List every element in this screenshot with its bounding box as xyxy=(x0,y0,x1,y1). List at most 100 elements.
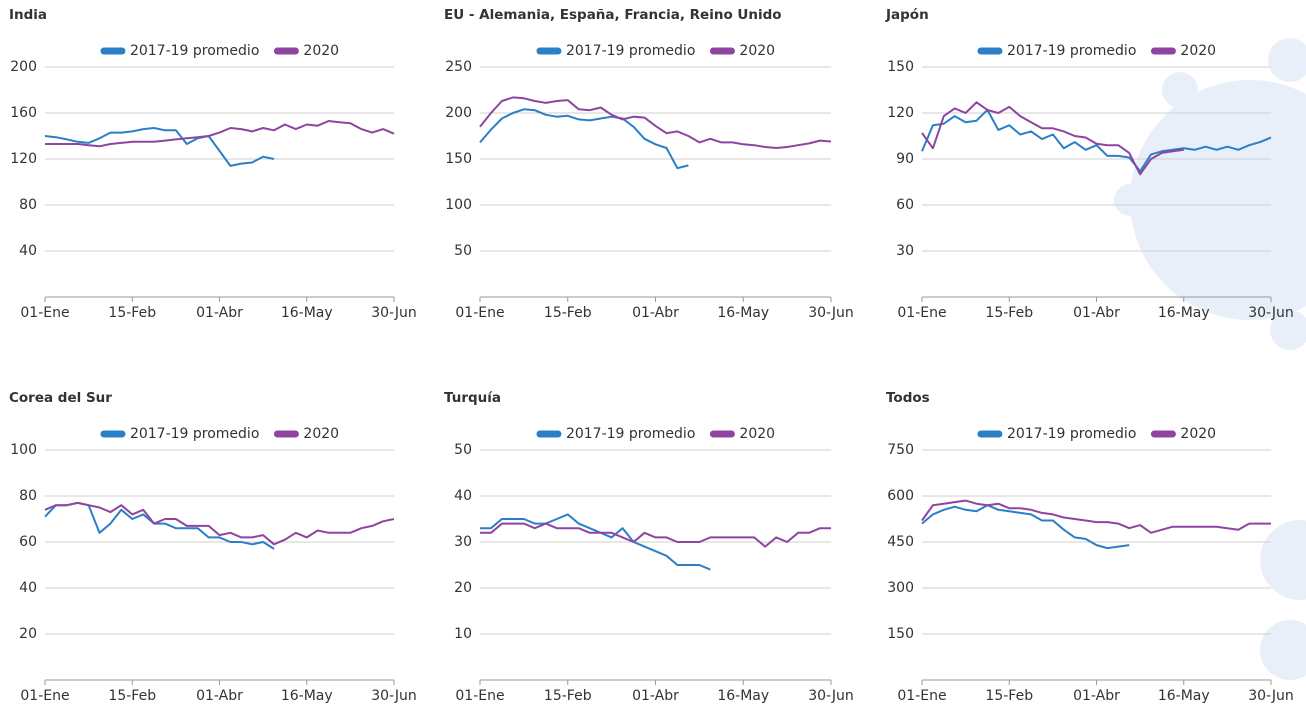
x-tick-label: 01-Abr xyxy=(632,688,679,704)
legend-label: 2020 xyxy=(303,43,339,59)
y-tick-label: 600 xyxy=(887,488,914,504)
x-tick-label: 30-Jun xyxy=(1248,688,1294,704)
x-tick-label: 16-May xyxy=(281,688,333,704)
legend-label: 2020 xyxy=(1180,426,1216,442)
y-tick-label: 300 xyxy=(887,580,914,596)
x-tick-label: 15-Feb xyxy=(108,305,156,321)
chart: Japón 30 60 90 120 150 01-Ene 15-Feb 01-Abr 16-Ma… xyxy=(885,7,1294,321)
legend-label: 2017-19 promedio xyxy=(130,426,259,442)
x-tick-label: 16-May xyxy=(1158,688,1210,704)
legend: 2017-19 promedio 2020 xyxy=(536,426,775,442)
y-tick-label: 50 xyxy=(454,442,472,458)
y-tick-label: 40 xyxy=(19,243,37,259)
y-tick-label: 250 xyxy=(445,59,472,75)
x-tick-label: 15-Feb xyxy=(544,305,592,321)
y-tick-label: 120 xyxy=(10,151,37,167)
y-tick-label: 160 xyxy=(10,105,37,121)
legend: 2017-19 promedio 2020 xyxy=(536,43,775,59)
legend-label: 2020 xyxy=(739,43,775,59)
y-tick-label: 200 xyxy=(445,105,472,121)
y-tick-label: 80 xyxy=(19,488,37,504)
data-line xyxy=(479,108,689,170)
y-tick-label: 90 xyxy=(896,151,914,167)
data-line xyxy=(921,499,1271,534)
x-tick-label: 01-Ene xyxy=(20,688,69,704)
chart-title: India xyxy=(9,7,47,23)
x-tick-label: 01-Ene xyxy=(20,305,69,321)
chart-title: Japón xyxy=(885,7,929,23)
data-line xyxy=(921,101,1184,176)
legend-label: 2020 xyxy=(1180,43,1216,59)
x-tick-label: 01-Abr xyxy=(1073,305,1120,321)
legend: 2017-19 promedio 2020 xyxy=(977,43,1216,59)
y-tick-label: 150 xyxy=(887,626,914,642)
data-line xyxy=(480,522,831,548)
y-tick-label: 150 xyxy=(445,151,472,167)
x-tick-label: 16-May xyxy=(717,688,769,704)
x-tick-label: 16-May xyxy=(1158,305,1210,321)
x-tick-label: 15-Feb xyxy=(544,688,592,704)
legend-label: 2017-19 promedio xyxy=(130,43,259,59)
decor-circle xyxy=(1162,72,1198,108)
data-line xyxy=(921,108,1272,173)
x-tick-label: 30-Jun xyxy=(808,688,854,704)
y-tick-label: 60 xyxy=(896,197,914,213)
x-tick-label: 30-Jun xyxy=(371,305,417,321)
legend-label: 2017-19 promedio xyxy=(1007,426,1136,442)
x-tick-label: 16-May xyxy=(281,305,333,321)
x-tick-label: 01-Abr xyxy=(1073,688,1120,704)
x-tick-label: 30-Jun xyxy=(1248,305,1294,321)
y-tick-label: 40 xyxy=(454,488,472,504)
y-tick-label: 100 xyxy=(445,197,472,213)
data-line xyxy=(479,96,832,149)
x-tick-label: 30-Jun xyxy=(371,688,417,704)
y-tick-label: 100 xyxy=(10,442,37,458)
chart: Corea del Sur 20 40 60 80 100 01-Ene 15-Feb 01-A… xyxy=(9,390,417,704)
x-tick-label: 01-Ene xyxy=(455,688,504,704)
legend-label: 2020 xyxy=(303,426,339,442)
y-tick-label: 150 xyxy=(887,59,914,75)
y-tick-label: 30 xyxy=(896,243,914,259)
y-tick-label: 10 xyxy=(454,626,472,642)
x-tick-label: 01-Abr xyxy=(196,305,243,321)
legend: 2017-19 promedio 2020 xyxy=(977,426,1216,442)
data-line xyxy=(44,127,275,167)
decor-circle xyxy=(1268,38,1306,82)
background-decoration xyxy=(1114,38,1306,680)
chart-title: Turquía xyxy=(444,390,501,406)
legend-label: 2017-19 promedio xyxy=(566,43,695,59)
decor-circle xyxy=(1260,620,1306,680)
y-tick-label: 20 xyxy=(19,626,37,642)
chart: EU - Alemania, España, Francia, Reino Un… xyxy=(444,7,854,321)
data-line xyxy=(921,504,1130,550)
chart: Todos 150 300 450 600 750 01-Ene 15-Feb 01-Abr 16… xyxy=(886,390,1294,704)
chart: India 40 80 120 160 200 01-Ene 15-Feb 01-Abr 16-M… xyxy=(9,7,417,321)
legend: 2017-19 promedio 2020 xyxy=(100,43,339,59)
y-tick-label: 450 xyxy=(887,534,914,550)
x-tick-label: 01-Ene xyxy=(455,305,504,321)
chart-title: Corea del Sur xyxy=(9,390,112,406)
chart: Turquía 10 20 30 40 50 01-Ene 15-Feb 01-Abr 16-Ma… xyxy=(444,390,854,704)
x-tick-label: 15-Feb xyxy=(985,305,1033,321)
y-tick-label: 200 xyxy=(10,59,37,75)
x-tick-label: 01-Ene xyxy=(897,688,946,704)
x-tick-label: 16-May xyxy=(717,305,769,321)
x-tick-label: 15-Feb xyxy=(985,688,1033,704)
chart-title: EU - Alemania, España, Francia, Reino Un… xyxy=(444,7,782,23)
x-tick-label: 30-Jun xyxy=(808,305,854,321)
x-tick-label: 15-Feb xyxy=(108,688,156,704)
y-tick-label: 20 xyxy=(454,580,472,596)
legend-label: 2017-19 promedio xyxy=(566,426,695,442)
chart-title: Todos xyxy=(886,390,930,406)
y-tick-label: 40 xyxy=(19,580,37,596)
y-tick-label: 80 xyxy=(19,197,37,213)
data-line xyxy=(44,501,395,546)
x-tick-label: 01-Ene xyxy=(897,305,946,321)
y-tick-label: 50 xyxy=(454,243,472,259)
x-tick-label: 01-Abr xyxy=(632,305,679,321)
y-tick-label: 60 xyxy=(19,534,37,550)
decor-circle xyxy=(1130,80,1306,320)
data-line xyxy=(480,513,711,571)
y-tick-label: 120 xyxy=(887,105,914,121)
